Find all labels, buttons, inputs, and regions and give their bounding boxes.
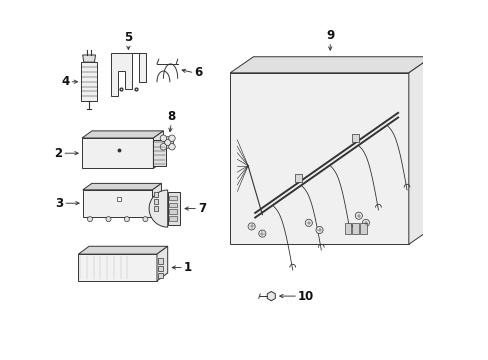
Text: 8: 8 — [167, 110, 175, 123]
Circle shape — [164, 139, 171, 146]
Text: 5: 5 — [124, 31, 132, 44]
Polygon shape — [78, 246, 167, 254]
Text: 2: 2 — [54, 147, 62, 160]
Circle shape — [362, 219, 369, 226]
Circle shape — [160, 135, 166, 141]
Circle shape — [160, 144, 166, 150]
Bar — [153, 206, 158, 211]
Circle shape — [87, 217, 92, 222]
Polygon shape — [153, 140, 165, 166]
Polygon shape — [149, 190, 167, 227]
Polygon shape — [82, 138, 153, 168]
Bar — [169, 196, 177, 200]
Text: 4: 4 — [61, 75, 69, 88]
Circle shape — [315, 226, 323, 234]
Polygon shape — [82, 190, 152, 217]
Bar — [157, 266, 163, 271]
Polygon shape — [230, 73, 408, 244]
Bar — [294, 174, 301, 182]
Bar — [157, 273, 163, 278]
Polygon shape — [230, 57, 431, 73]
Polygon shape — [81, 62, 97, 102]
Circle shape — [162, 137, 173, 148]
Polygon shape — [153, 131, 163, 168]
Polygon shape — [111, 53, 145, 96]
Polygon shape — [408, 57, 431, 244]
Text: 1: 1 — [183, 261, 191, 274]
Polygon shape — [267, 292, 275, 301]
Bar — [360, 223, 366, 234]
Polygon shape — [82, 55, 95, 62]
Text: 3: 3 — [55, 197, 63, 210]
Circle shape — [168, 135, 175, 141]
Circle shape — [106, 217, 111, 222]
Bar — [169, 203, 177, 207]
Circle shape — [142, 217, 147, 222]
Text: 10: 10 — [298, 289, 314, 303]
Polygon shape — [82, 183, 161, 190]
Bar — [153, 192, 158, 197]
Circle shape — [168, 144, 175, 150]
Polygon shape — [152, 183, 161, 217]
Text: 7: 7 — [198, 202, 206, 215]
Polygon shape — [82, 131, 163, 138]
Bar — [351, 134, 358, 142]
Bar — [169, 216, 177, 221]
Circle shape — [247, 223, 255, 230]
Polygon shape — [167, 192, 180, 225]
Bar — [352, 223, 358, 234]
Text: 9: 9 — [325, 29, 334, 42]
Bar — [157, 258, 163, 264]
Bar — [344, 223, 350, 234]
Circle shape — [258, 230, 265, 237]
Text: 6: 6 — [194, 66, 203, 79]
Bar — [153, 199, 158, 204]
Circle shape — [305, 219, 312, 226]
Circle shape — [124, 217, 129, 222]
Polygon shape — [157, 246, 167, 281]
Bar — [169, 210, 177, 214]
Circle shape — [354, 212, 362, 219]
Polygon shape — [78, 254, 157, 281]
